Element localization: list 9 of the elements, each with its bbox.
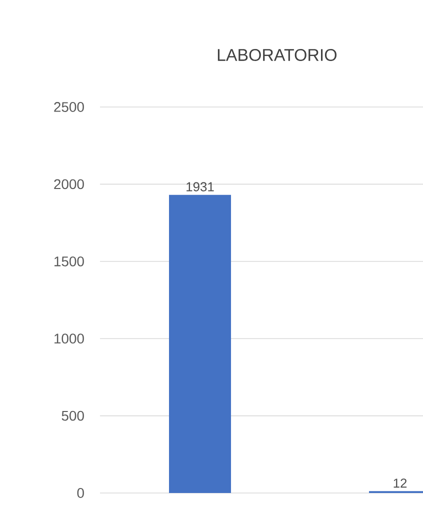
y-tick-label: 0 (77, 488, 84, 498)
data-label: 12 (394, 478, 407, 488)
y-tick-label: 1500 (54, 256, 84, 266)
chart-title: LABORATORIO (218, 48, 336, 61)
data-label: 1931 (186, 182, 214, 192)
y-tick-label: 2000 (54, 179, 84, 190)
y-tick-label: 2500 (54, 102, 84, 112)
y-tick-label: 1000 (54, 334, 84, 344)
y-tick-label: 500 (62, 410, 84, 421)
